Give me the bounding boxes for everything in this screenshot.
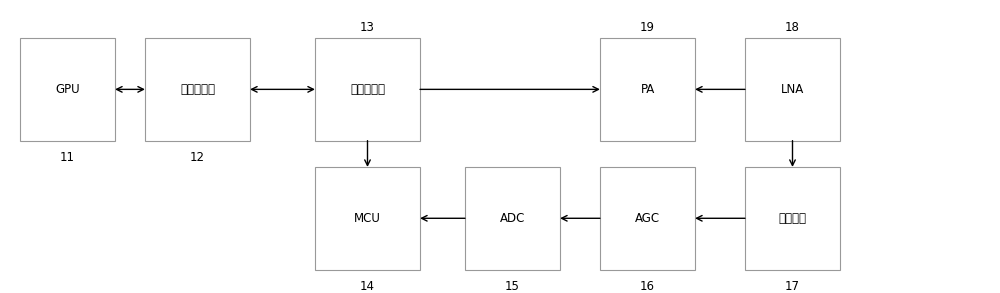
Text: 13: 13: [360, 21, 375, 34]
Text: 下变频器: 下变频器: [778, 212, 806, 225]
Text: 16: 16: [640, 280, 655, 293]
Text: 17: 17: [785, 280, 800, 293]
Text: PA: PA: [640, 83, 655, 96]
Bar: [600, 38, 695, 141]
Bar: [145, 38, 250, 141]
Text: AGC: AGC: [635, 212, 660, 225]
Text: 12: 12: [190, 151, 205, 164]
Bar: [745, 38, 840, 141]
Bar: [315, 167, 420, 270]
Text: 11: 11: [60, 151, 75, 164]
Text: 18: 18: [785, 21, 800, 34]
Text: 第一交换机: 第一交换机: [180, 83, 215, 96]
Bar: [20, 38, 115, 141]
Text: GPU: GPU: [55, 83, 80, 96]
Bar: [315, 38, 420, 141]
Text: 19: 19: [640, 21, 655, 34]
Text: ADC: ADC: [500, 212, 525, 225]
Bar: [745, 167, 840, 270]
Bar: [600, 167, 695, 270]
Text: 第二交换机: 第二交换机: [350, 83, 385, 96]
Text: LNA: LNA: [781, 83, 804, 96]
Text: 15: 15: [505, 280, 520, 293]
Bar: [465, 167, 560, 270]
Text: 14: 14: [360, 280, 375, 293]
Text: MCU: MCU: [354, 212, 381, 225]
